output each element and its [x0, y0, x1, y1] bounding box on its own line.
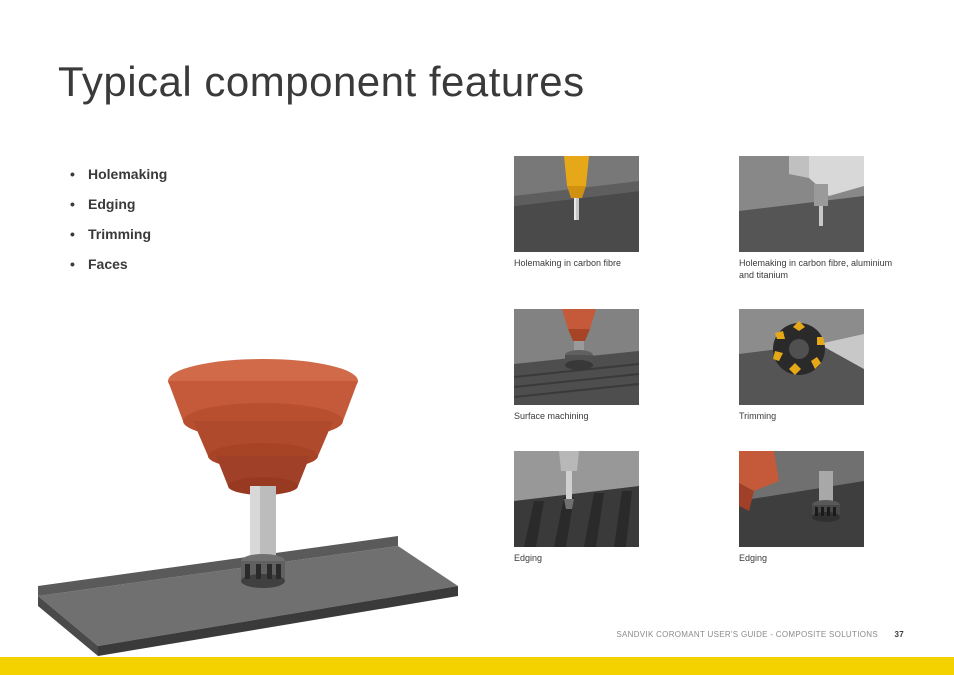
- thumb-holemaking-multi: [739, 156, 864, 252]
- bullet-item: Holemaking: [88, 166, 414, 182]
- content-row: Holemaking Edging Trimming Faces: [58, 166, 904, 565]
- thumb-surface-machining: [514, 309, 639, 405]
- thumb-caption: Edging: [514, 553, 679, 565]
- footer-text: SANDVIK COROMANT USER'S GUIDE - COMPOSIT…: [616, 630, 878, 639]
- page-number: 37: [895, 630, 905, 639]
- thumbnail-cell: Holemaking in carbon fibre: [514, 156, 679, 281]
- thumb-caption: Holemaking in carbon fibre: [514, 258, 679, 270]
- thumb-trimming: [739, 309, 864, 405]
- bullet-item: Faces: [88, 256, 414, 272]
- thumbnail-cell: Holemaking in carbon fibre, aluminium an…: [739, 156, 904, 281]
- thumb-holemaking-carbon: [514, 156, 639, 252]
- page-container: Typical component features Holemaking Ed…: [0, 0, 954, 675]
- thumbnail-cell: Surface machining: [514, 309, 679, 423]
- page-footer: SANDVIK COROMANT USER'S GUIDE - COMPOSIT…: [616, 630, 904, 639]
- page-title: Typical component features: [58, 58, 904, 106]
- thumb-edging-1: [514, 451, 639, 547]
- thumb-caption: Edging: [739, 553, 904, 565]
- thumb-caption: Trimming: [739, 411, 904, 423]
- thumb-edging-2: [739, 451, 864, 547]
- main-tool-illustration: [38, 336, 468, 656]
- bullet-item: Trimming: [88, 226, 414, 242]
- left-column: Holemaking Edging Trimming Faces: [58, 166, 414, 565]
- yellow-footer-bar: [0, 657, 954, 675]
- feature-bullet-list: Holemaking Edging Trimming Faces: [58, 166, 414, 272]
- thumb-caption: Holemaking in carbon fibre, aluminium an…: [739, 258, 904, 281]
- thumbnail-cell: Edging: [514, 451, 679, 565]
- thumbnail-grid: Holemaking in carbon fibre Holemaking in…: [514, 156, 904, 565]
- bullet-item: Edging: [88, 196, 414, 212]
- thumbnail-cell: Trimming: [739, 309, 904, 423]
- thumb-caption: Surface machining: [514, 411, 679, 423]
- thumbnail-cell: Edging: [739, 451, 904, 565]
